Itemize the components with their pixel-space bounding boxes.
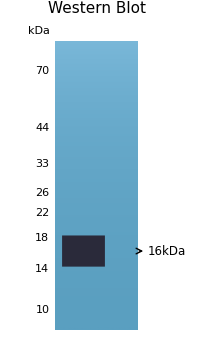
Text: 44: 44 [35,123,49,133]
Text: 22: 22 [35,209,49,218]
Text: kDa: kDa [27,26,49,36]
FancyBboxPatch shape [62,236,104,267]
Text: 18: 18 [35,233,49,243]
Text: Western Blot: Western Blot [47,1,145,16]
Text: 26: 26 [35,188,49,198]
Text: 70: 70 [35,66,49,76]
Text: 10: 10 [35,305,49,315]
Text: 33: 33 [35,159,49,168]
Text: 16kDa: 16kDa [147,245,185,257]
Text: 14: 14 [35,264,49,274]
